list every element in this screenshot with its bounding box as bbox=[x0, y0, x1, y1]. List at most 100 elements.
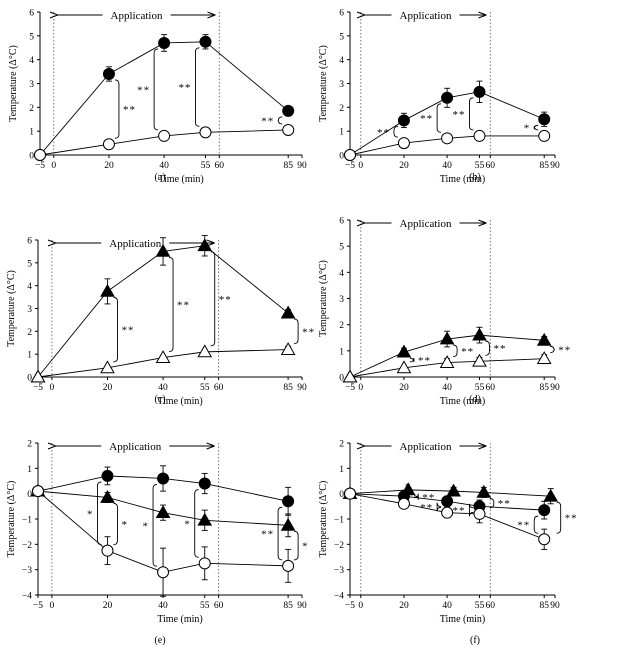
x-tick-label: 0 bbox=[358, 601, 363, 611]
x-tick-label: 0 bbox=[50, 383, 55, 393]
x-tick-label: −5 bbox=[35, 161, 45, 171]
significance-bracket bbox=[436, 103, 442, 133]
x-tick-label: 60 bbox=[486, 161, 496, 171]
y-tick-label: 3 bbox=[27, 305, 32, 315]
data-point-control bbox=[441, 506, 454, 519]
y-tick-label: −2 bbox=[334, 541, 344, 551]
data-point-control bbox=[34, 149, 46, 161]
y-tick-label: 3 bbox=[29, 80, 34, 90]
y-tick-label: 0 bbox=[339, 490, 344, 500]
significance-label: ** bbox=[177, 300, 190, 312]
y-axis-label: Temperature (Δ°C) bbox=[318, 260, 329, 337]
data-point-active bbox=[198, 477, 211, 490]
y-tick-label: 0 bbox=[29, 152, 34, 162]
significance-bracket bbox=[469, 503, 474, 517]
x-tick-label: 90 bbox=[297, 601, 307, 611]
x-tick-label: −5 bbox=[33, 383, 43, 393]
significance-label: ** bbox=[498, 498, 511, 510]
y-tick-label: 1 bbox=[339, 465, 344, 475]
panel-label: (a) bbox=[154, 172, 165, 183]
y-tick-label: 1 bbox=[29, 128, 34, 138]
y-tick-label: 0 bbox=[27, 374, 32, 384]
data-point-control bbox=[100, 360, 115, 374]
y-tick-label: 1 bbox=[27, 351, 32, 361]
significance-bracket bbox=[550, 345, 555, 354]
data-point-active-2 bbox=[476, 484, 492, 498]
x-tick-label: 20 bbox=[103, 383, 113, 393]
x-tick-label: 55 bbox=[200, 601, 210, 611]
x-tick-label: 40 bbox=[159, 161, 169, 171]
panel-label: (b) bbox=[469, 172, 481, 183]
data-point-control bbox=[282, 559, 295, 572]
y-tick-label: −1 bbox=[334, 516, 344, 526]
data-point-active-2 bbox=[280, 517, 296, 531]
significance-bracket bbox=[153, 48, 159, 131]
x-tick-label: 20 bbox=[103, 601, 113, 611]
significance-bracket bbox=[210, 251, 216, 347]
data-point-active-2 bbox=[446, 483, 461, 497]
data-point-active bbox=[199, 35, 212, 48]
significance-bracket bbox=[469, 97, 474, 131]
y-tick-label: 2 bbox=[27, 328, 32, 338]
y-tick-label: 4 bbox=[339, 56, 344, 66]
data-point-active bbox=[397, 114, 410, 127]
y-tick-label: −1 bbox=[22, 516, 32, 526]
y-tick-label: 1 bbox=[339, 347, 344, 357]
data-point-active bbox=[158, 36, 171, 49]
data-point-control bbox=[538, 533, 551, 546]
data-point-control bbox=[439, 355, 455, 368]
y-tick-label: 6 bbox=[27, 237, 32, 247]
data-point-control bbox=[397, 497, 410, 510]
significance-bracket bbox=[294, 318, 299, 345]
significance-label: ** bbox=[137, 84, 150, 96]
significance-label: ** bbox=[420, 502, 433, 514]
x-tick-label: −5 bbox=[345, 601, 355, 611]
significance-label: * bbox=[524, 123, 531, 135]
x-tick-label: 55 bbox=[475, 601, 485, 611]
application-label: Application bbox=[109, 238, 161, 250]
significance-label: ** bbox=[452, 109, 465, 121]
significance-label: ** bbox=[261, 529, 274, 541]
significance-label: ** bbox=[493, 343, 506, 355]
x-tick-label: −5 bbox=[33, 601, 43, 611]
data-point-control bbox=[30, 369, 46, 383]
data-point-active-2 bbox=[197, 512, 213, 526]
data-point-active bbox=[441, 91, 454, 104]
data-point-control bbox=[472, 353, 487, 367]
x-tick-label: 90 bbox=[297, 161, 307, 171]
significance-bracket bbox=[194, 489, 199, 558]
x-tick-label: 55 bbox=[475, 161, 485, 171]
data-point-active bbox=[157, 472, 170, 485]
significance-label: * bbox=[87, 508, 94, 520]
x-tick-label: 55 bbox=[200, 383, 210, 393]
significance-label: ** bbox=[461, 346, 474, 358]
y-tick-label: 4 bbox=[27, 282, 32, 292]
significance-label: ** bbox=[261, 115, 274, 127]
significance-bracket bbox=[152, 484, 158, 567]
y-axis-label: Temperature (Δ°C) bbox=[6, 270, 17, 347]
data-point-active bbox=[396, 344, 412, 358]
panel-label: (d) bbox=[469, 394, 481, 405]
significance-bracket bbox=[556, 501, 562, 534]
significance-bracket bbox=[485, 340, 490, 356]
data-point-active bbox=[536, 332, 552, 346]
application-label: Application bbox=[400, 218, 452, 230]
x-tick-label: 85 bbox=[539, 161, 549, 171]
panel-e: −4 −3 −2 −1 0 1 2 −5 0 20 40 55 60 85 90 Time (min) Temp… bbox=[6, 440, 308, 647]
data-point-control bbox=[538, 129, 551, 142]
x-tick-label: 90 bbox=[550, 161, 560, 171]
y-axis-label: Temperature (Δ°C) bbox=[318, 45, 329, 122]
data-point-control bbox=[155, 350, 171, 363]
data-point-control bbox=[344, 149, 356, 161]
application-label: Application bbox=[400, 10, 452, 22]
x-tick-label: 20 bbox=[399, 601, 409, 611]
significance-bracket bbox=[533, 124, 539, 131]
x-tick-label: 60 bbox=[486, 601, 496, 611]
application-label: Application bbox=[400, 441, 452, 453]
y-tick-label: 2 bbox=[27, 440, 32, 450]
y-tick-label: 4 bbox=[339, 269, 344, 279]
data-point-control bbox=[102, 138, 115, 151]
significance-label: * bbox=[405, 481, 412, 493]
